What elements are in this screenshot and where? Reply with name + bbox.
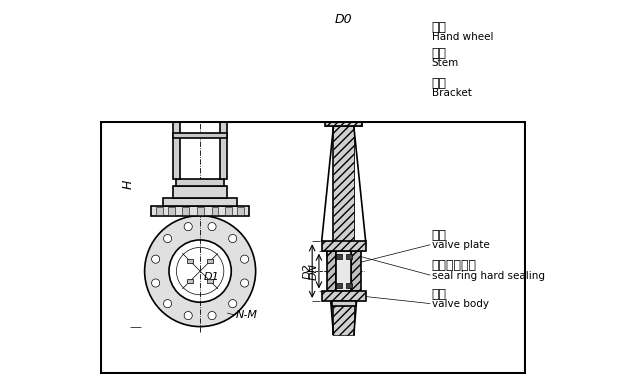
Text: N-M: N-M — [236, 310, 257, 320]
Text: D0: D0 — [335, 13, 352, 26]
Bar — [173, 98, 180, 179]
Circle shape — [208, 312, 216, 320]
Text: 阀杆: 阀杆 — [432, 47, 447, 60]
Circle shape — [229, 300, 237, 308]
Text: valve plate: valve plate — [432, 240, 490, 250]
Bar — [220, 98, 227, 179]
Bar — [322, 241, 365, 251]
FancyBboxPatch shape — [130, 40, 270, 58]
Text: Hand wheel: Hand wheel — [432, 32, 493, 42]
Circle shape — [152, 255, 160, 263]
Circle shape — [184, 223, 192, 231]
Polygon shape — [306, 55, 381, 113]
Bar — [336, 251, 351, 291]
Text: 手轮: 手轮 — [432, 21, 447, 34]
Bar — [346, 283, 352, 288]
Text: seal ring hard sealing: seal ring hard sealing — [432, 270, 545, 280]
Polygon shape — [312, 58, 375, 107]
Bar — [336, 283, 341, 288]
Bar — [196, 61, 204, 91]
Text: valve body: valve body — [432, 299, 489, 309]
Bar — [168, 207, 175, 215]
Bar — [182, 207, 188, 215]
Bar — [169, 91, 231, 98]
Bar — [336, 254, 341, 259]
Bar — [225, 207, 232, 215]
Bar — [197, 37, 203, 43]
Bar — [325, 113, 362, 126]
Bar — [173, 186, 227, 198]
Bar — [163, 198, 238, 206]
Bar — [340, 37, 347, 43]
Text: Bracket: Bracket — [432, 89, 471, 98]
Circle shape — [164, 300, 171, 308]
Circle shape — [152, 279, 160, 287]
Bar — [238, 207, 244, 215]
Bar — [176, 179, 224, 186]
Bar — [207, 279, 213, 283]
Text: D2: D2 — [302, 263, 312, 279]
FancyBboxPatch shape — [282, 40, 406, 58]
Bar — [333, 126, 354, 335]
Bar — [156, 207, 163, 215]
Circle shape — [208, 223, 216, 231]
Bar — [187, 259, 193, 263]
Text: 阀板: 阀板 — [432, 229, 447, 242]
Circle shape — [241, 279, 249, 287]
Circle shape — [241, 255, 249, 263]
Text: DN: DN — [309, 263, 319, 280]
Circle shape — [229, 234, 237, 243]
Circle shape — [169, 240, 231, 302]
Text: Stem: Stem — [432, 58, 459, 68]
Bar — [332, 301, 355, 306]
Text: H: H — [122, 180, 135, 190]
Text: D1: D1 — [203, 272, 219, 282]
Bar — [351, 251, 360, 291]
Bar — [325, 113, 362, 126]
Circle shape — [164, 234, 171, 243]
Circle shape — [145, 215, 256, 327]
Bar — [346, 254, 352, 259]
Text: 阀体: 阀体 — [432, 288, 447, 301]
Bar — [187, 279, 193, 283]
Bar — [212, 207, 219, 215]
Bar — [194, 59, 206, 65]
Bar — [207, 259, 213, 263]
Bar — [173, 133, 227, 138]
Bar — [322, 291, 365, 301]
Circle shape — [184, 312, 192, 320]
Bar — [327, 251, 336, 291]
Bar — [151, 206, 249, 215]
Text: 支架: 支架 — [432, 77, 447, 91]
Bar — [197, 207, 203, 215]
Bar — [198, 35, 202, 37]
Text: 密封圈硬密封: 密封圈硬密封 — [432, 260, 477, 272]
